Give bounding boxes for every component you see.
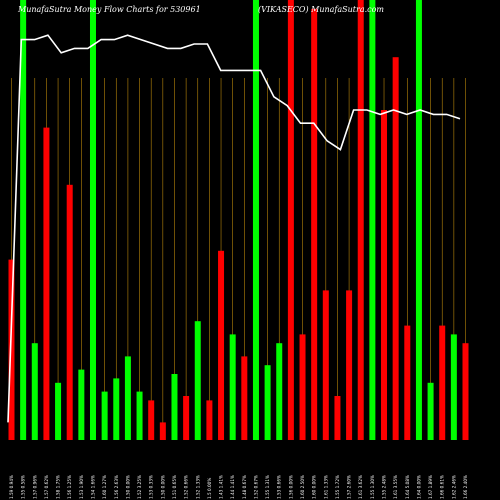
- x-tick-label: 1.66 2.40%: [463, 475, 468, 499]
- x-tick-label: 1.51 0.65%: [172, 475, 177, 499]
- money-flow-bar-red: [346, 290, 353, 440]
- money-flow-bar-red: [183, 396, 190, 440]
- money-flow-bar-green: [136, 391, 143, 440]
- money-flow-bar-red: [462, 343, 469, 440]
- x-tick-label: 1.56 2.63%: [114, 475, 119, 499]
- x-tick-label: 1.59 0.94%: [9, 475, 14, 499]
- x-tick-label: 1.53 0.33%: [149, 475, 154, 499]
- money-flow-bar-green: [113, 378, 120, 440]
- x-tick-label: 1.61 3.55%: [393, 475, 398, 499]
- x-tick-label: 1.57 0.96%: [32, 475, 37, 499]
- money-flow-bar-red: [206, 400, 213, 440]
- money-flow-bar-green: [194, 321, 201, 440]
- money-flow-bar-green: [369, 0, 376, 440]
- x-tick-label: 1.61 3.62%: [358, 475, 363, 499]
- chart-title: MunafaSutra Money Flow Charts for 530961: [17, 5, 201, 14]
- money-flow-bar-green: [124, 356, 131, 440]
- x-tick-label: 1.55 1.72%: [335, 475, 340, 499]
- x-tick-label: 1.66 0.61%: [440, 475, 445, 499]
- x-tick-label: 1.60 0.00%: [312, 475, 317, 499]
- money-flow-bar-green: [171, 374, 178, 440]
- x-tick-label: 1.62 2.46%: [451, 475, 456, 499]
- x-tick-label: 1.53 1.90%: [79, 475, 84, 499]
- x-tick-label: 1.55 1.30%: [370, 475, 375, 499]
- money-flow-bar-green: [427, 382, 434, 440]
- money-flow-bar-red: [218, 250, 225, 440]
- x-tick-label: 1.48 0.67%: [242, 475, 247, 499]
- money-flow-bar-red: [8, 259, 15, 440]
- money-flow-bar-green: [252, 0, 259, 440]
- x-tick-label: 1.52 0.66%: [184, 475, 189, 499]
- money-flow-bar-red: [299, 334, 306, 440]
- money-flow-bar-red: [311, 8, 318, 441]
- money-flow-bar-red: [334, 396, 341, 440]
- x-tick-label: 1.43 1.41%: [219, 475, 224, 499]
- x-tick-label: 1.54 1.66%: [90, 475, 95, 499]
- x-tick-label: 1.44 1.41%: [230, 475, 235, 499]
- money-flow-bar-red: [66, 184, 73, 440]
- x-tick-label: 1.57 0.62%: [44, 475, 49, 499]
- x-tick-label: 1.5 0.00%: [207, 478, 212, 499]
- money-flow-bar-red: [404, 325, 411, 440]
- money-flow-bar-green: [101, 391, 108, 440]
- x-tick-label: 1.56 1.25%: [67, 475, 72, 499]
- money-flow-bar-red: [439, 325, 446, 440]
- x-tick-label: 1.55 0.58%: [21, 475, 26, 499]
- x-tick-label: 1.50 0.00%: [125, 475, 130, 499]
- x-tick-label: 1.52 1.33%: [195, 475, 200, 499]
- money-flow-bar-green: [89, 0, 96, 440]
- x-tick-label: 1.52 3.25%: [137, 475, 142, 499]
- money-flow-bar-green: [450, 334, 457, 440]
- money-flow-bar-green: [78, 369, 85, 440]
- x-tick-label: 1.61 1.33%: [323, 475, 328, 499]
- money-flow-bar-red: [159, 422, 166, 440]
- x-tick-label: 1.56 0.00%: [288, 475, 293, 499]
- x-tick-label: 1.60 1.27%: [102, 475, 107, 499]
- money-flow-bar-green: [415, 0, 422, 440]
- money-flow-bar-red: [381, 110, 388, 440]
- x-tick-label: 1.55 1.31%: [265, 475, 270, 499]
- x-tick-label: 1.64 5.08%: [405, 475, 410, 499]
- money-flow-bar-red: [148, 400, 155, 440]
- money-flow-bar-red: [241, 356, 248, 440]
- x-tick-label: 1.58 1.75%: [56, 475, 61, 499]
- money-flow-bar-red: [357, 0, 364, 440]
- money-flow-bar-green: [31, 343, 38, 440]
- money-flow-line: [7, 34, 461, 423]
- x-tick-label: 1.60 2.50%: [300, 475, 305, 499]
- x-tick-label: 1.50 0.00%: [160, 475, 165, 499]
- x-tick-label: 1.57 2.60%: [347, 475, 352, 499]
- money-flow-bar-red: [287, 0, 294, 440]
- bar-layer: [8, 0, 469, 441]
- x-tick-label: 1.55 2.48%: [382, 475, 387, 499]
- x-tick-label: 1.67 1.89%: [428, 475, 433, 499]
- x-tick-label: 1.64 0.00%: [416, 475, 421, 499]
- x-tick-label: 1.52 0.67%: [253, 475, 258, 499]
- money-flow-bar-green: [264, 365, 271, 440]
- money-flow-bar-green: [276, 343, 283, 440]
- money-flow-bar-green: [55, 382, 62, 440]
- money-flow-bar-green: [20, 0, 27, 440]
- money-flow-bar-red: [322, 290, 329, 440]
- money-flow-bar-red: [43, 127, 50, 440]
- money-flow-bar-green: [229, 334, 236, 440]
- chart-subtitle: (VIKASECO) MunafaSutra.com: [258, 5, 384, 14]
- x-axis-labels: 1.59 0.94% 1.55 0.58% 1.57 0.96% 1.57 0.62%…: [9, 475, 468, 499]
- money-flow-bar-red: [392, 57, 399, 440]
- x-tick-label: 1.53 0.66%: [277, 475, 282, 499]
